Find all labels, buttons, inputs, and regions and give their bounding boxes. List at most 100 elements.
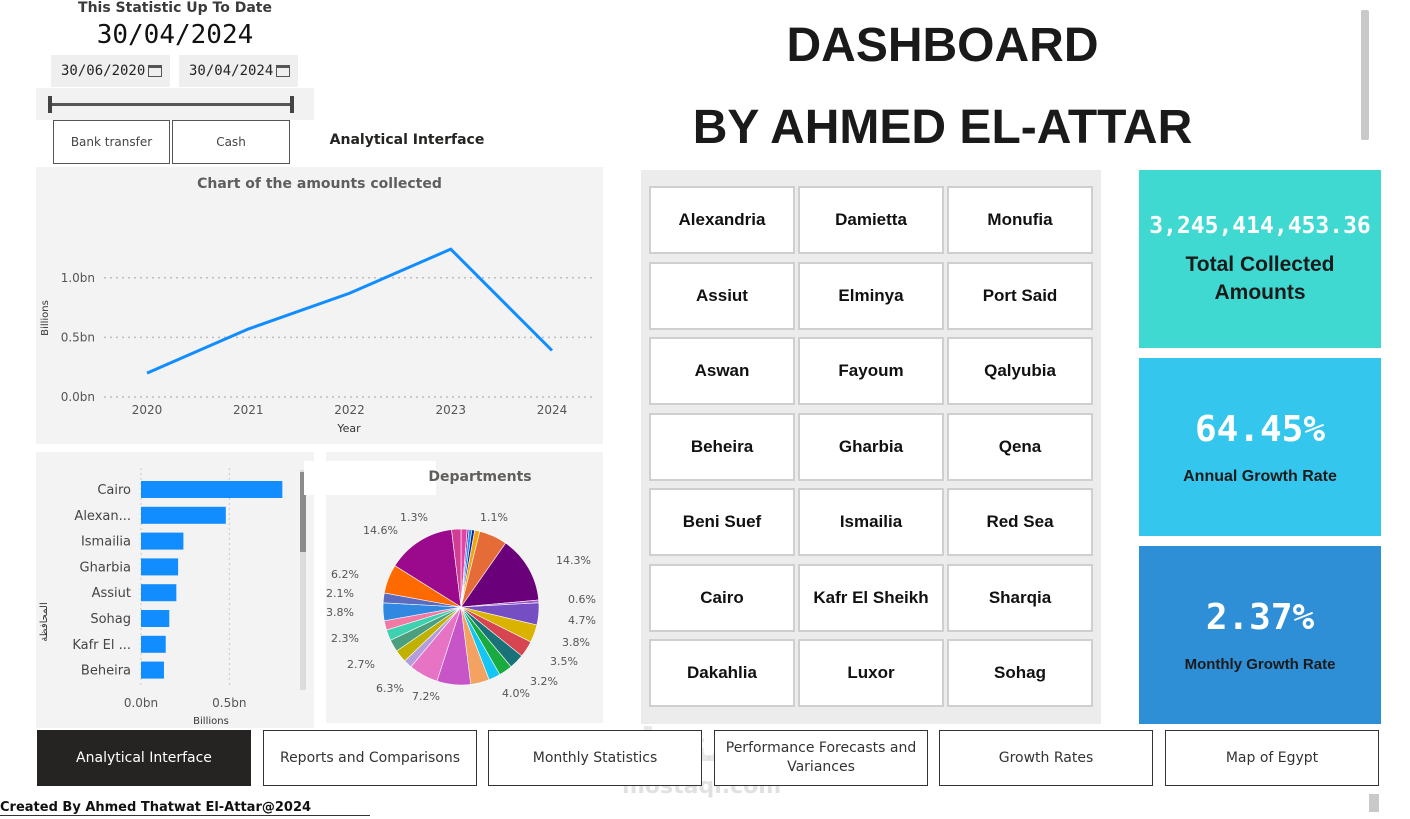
city-button[interactable]: Monufia (947, 186, 1093, 254)
kpi-total-label-line1: Total Collected (1185, 253, 1335, 276)
governorate-slicer: Alexandria Damietta Monufia Assiut Elminya Po… (641, 170, 1101, 724)
city-button[interactable]: Fayoum (798, 337, 944, 405)
bar[interactable] (141, 558, 179, 576)
slider-handle-start[interactable] (48, 96, 52, 113)
nav-performance-forecasts[interactable]: Performance Forecasts and Variances (714, 730, 928, 786)
bank-transfer-button[interactable]: Bank transfer (53, 120, 170, 164)
bar-category-label: Alexan... (74, 509, 131, 524)
city-button[interactable]: Dakahlia (649, 639, 795, 707)
pie-data-label: 2.1% (326, 587, 354, 600)
pie-slice[interactable] (460, 542, 540, 608)
line-xtick-label: 2022 (334, 403, 365, 417)
nav-monthly-statistics[interactable]: Monthly Statistics (488, 730, 702, 786)
kpi-monthly-card: 2.37% Monthly Growth Rate (1139, 546, 1381, 724)
bar-xtick-label: 0.5bn (212, 696, 246, 710)
pie-data-label: 6.3% (376, 682, 404, 695)
pie-chart-title: Departments (428, 469, 532, 485)
city-button[interactable]: Beni Suef (649, 488, 795, 556)
bar-chart-scroll-thumb[interactable] (300, 472, 306, 552)
pie-data-label: 4.0% (502, 687, 530, 700)
pie-data-label: 7.2% (412, 690, 440, 703)
city-button[interactable]: Alexandria (649, 186, 795, 254)
slider-track[interactable] (50, 103, 292, 106)
pie-data-label: 14.3% (556, 554, 591, 567)
bar-chart: 0.0bn 0.5bn المحافظة Billions Cairo Alexan… (39, 468, 306, 727)
city-button[interactable]: Sohag (947, 639, 1093, 707)
calendar-icon[interactable] (276, 65, 290, 77)
city-button[interactable]: Ismailia (798, 488, 944, 556)
city-button[interactable]: Damietta (798, 186, 944, 254)
calendar-icon[interactable] (148, 65, 162, 77)
bar-chart-scroll-track[interactable] (300, 470, 306, 690)
city-button[interactable]: Qena (947, 412, 1093, 481)
kpi-total-value: 3,245,414,453.36 (1149, 213, 1371, 239)
kpi-monthly-value: 2.37% (1205, 597, 1315, 638)
dashboard-subtitle: BY AHMED EL-ATTAR (692, 101, 1193, 154)
city-button[interactable]: Aswan (649, 337, 795, 405)
statistic-date: 30/04/2024 (96, 20, 254, 50)
city-button[interactable]: Assiut (649, 261, 795, 330)
pie-slice[interactable] (394, 529, 462, 608)
date-from-input[interactable]: 30/06/2020 (51, 55, 170, 87)
bar[interactable] (141, 584, 177, 602)
date-from-value: 30/06/2020 (61, 63, 146, 79)
city-button[interactable]: Red Sea (947, 488, 1093, 556)
city-button[interactable]: Qalyubia (947, 337, 1093, 405)
bar[interactable] (141, 661, 164, 679)
bar-category-label: Ismailia (81, 535, 131, 550)
line-chart-title: Chart of the amounts collected (197, 176, 442, 192)
nav-reports-and-comparisons[interactable]: Reports and Comparisons (263, 730, 477, 786)
kpi-annual-card: 64.45% Annual Growth Rate (1139, 358, 1381, 536)
nav-growth-rates[interactable]: Growth Rates (939, 730, 1153, 786)
pie-data-label: 6.2% (331, 568, 359, 581)
bar-xtick-label: 0.0bn (124, 696, 158, 710)
line-ytick-label: 1.0bn (61, 271, 95, 285)
bar-category-label: Assiut (92, 586, 131, 601)
pie-data-label: 0.6% (568, 593, 596, 606)
pie-data-label: 1.3% (400, 511, 428, 524)
slider-handle-end[interactable] (290, 96, 294, 113)
city-button[interactable]: Luxor (798, 639, 944, 707)
line-series[interactable] (146, 247, 554, 375)
bar[interactable] (141, 532, 184, 550)
bar-category-label: Kafr El ... (72, 638, 131, 653)
kpi-annual-value: 64.45% (1194, 408, 1326, 450)
nav-map-of-egypt[interactable]: Map of Egypt (1165, 730, 1379, 786)
city-button[interactable]: Port Said (947, 261, 1093, 330)
date-to-input[interactable]: 30/04/2024 (179, 55, 298, 87)
city-button[interactable]: Beheira (649, 412, 795, 481)
page-scrollbar[interactable] (1361, 10, 1369, 140)
nav-analytical-interface[interactable]: Analytical Interface (37, 730, 251, 786)
pie-data-label: 3.8% (326, 606, 354, 619)
pie-data-label: 3.8% (562, 636, 590, 649)
line-chart-xlabel: Year (336, 422, 361, 435)
bar[interactable] (141, 481, 283, 498)
footer-credit: Created By Ahmed Thatwat El-Attar@2024 (0, 800, 312, 815)
footer-divider (0, 815, 370, 816)
city-button[interactable]: Kafr El Sheikh (798, 563, 944, 632)
pie-chart-header-mask (304, 461, 436, 495)
city-button[interactable]: Elminya (798, 261, 944, 330)
page-label: Analytical Interface (329, 132, 485, 148)
bar[interactable] (141, 506, 226, 524)
pie-chart: 1.3% 1.1% 14.3% 0.6% 4.7% 3.8% 3.5% 3.2%4.0% 7.2… (326, 511, 596, 703)
line-ytick-label: 0.0bn (61, 390, 95, 404)
bar-category-label: Beheira (81, 664, 131, 679)
pie-slice[interactable] (451, 528, 462, 608)
bar-category-label: Sohag (90, 612, 131, 627)
cash-button[interactable]: Cash (172, 120, 290, 164)
city-button[interactable]: Gharbia (798, 412, 944, 481)
bar-category-label: Gharbia (80, 560, 131, 575)
bar[interactable] (141, 635, 166, 653)
pie-chart-panel: Departments 1.3% 1.1% 14.3% 0.6% 4.7% 3.8% 3.5… (304, 452, 603, 723)
bar[interactable] (141, 610, 170, 627)
bar-chart-xlabel: Billions (193, 716, 229, 727)
pie-data-label: 4.7% (568, 614, 596, 627)
kpi-total-label-line2: Amounts (1214, 281, 1306, 304)
pie-data-label: 3.5% (550, 655, 578, 668)
city-button[interactable]: Cairo (649, 563, 795, 632)
pie-data-label: 3.2% (530, 675, 558, 688)
city-button[interactable]: Sharqia (947, 563, 1093, 632)
bottom-scrollbar[interactable] (1369, 794, 1379, 812)
line-xtick-label: 2024 (537, 403, 568, 417)
